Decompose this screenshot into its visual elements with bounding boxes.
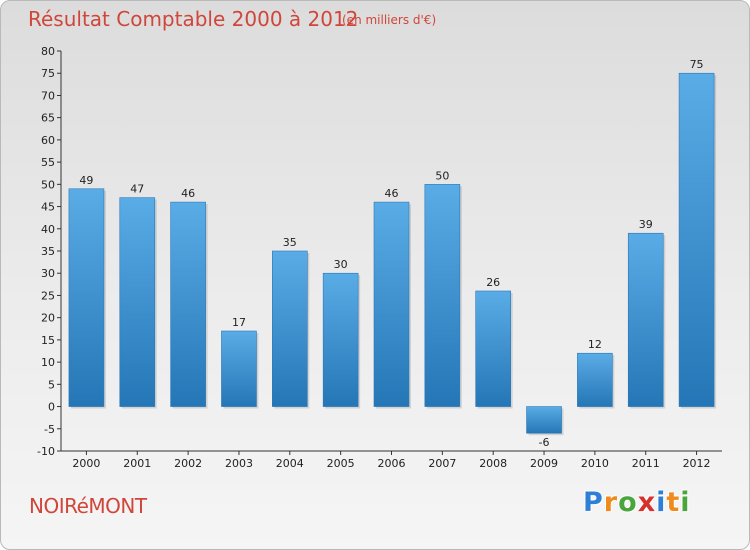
y-tick-label: 50 xyxy=(41,178,55,191)
x-tick-label: 2012 xyxy=(683,457,711,470)
bar-value-label: 47 xyxy=(130,183,144,196)
y-tick-label: 75 xyxy=(41,67,55,80)
bar-value-label: 49 xyxy=(79,174,93,187)
x-tick-label: 2011 xyxy=(632,457,660,470)
y-tick-label: 10 xyxy=(41,356,55,369)
bar-value-label: 26 xyxy=(486,276,500,289)
bar xyxy=(424,184,461,407)
bar-value-label: 46 xyxy=(181,187,195,200)
y-tick-label: 0 xyxy=(48,401,55,414)
x-tick-label: 2005 xyxy=(327,457,355,470)
bar xyxy=(475,290,511,407)
bar-value-label: 39 xyxy=(639,218,653,231)
bar-value-label: 50 xyxy=(435,169,449,182)
bar xyxy=(221,330,257,407)
y-tick-label: 5 xyxy=(48,378,55,391)
y-tick-label: 20 xyxy=(41,312,55,325)
proxiti-logo[interactable]: Proxiti xyxy=(583,487,691,518)
x-tick-label: 2000 xyxy=(72,457,100,470)
bar xyxy=(526,406,562,434)
bar xyxy=(272,250,308,407)
x-tick-label: 2010 xyxy=(581,457,609,470)
bar xyxy=(678,72,715,407)
bar-value-label: 75 xyxy=(690,58,704,71)
commune-name: NOIRéMONT xyxy=(29,494,147,518)
bar xyxy=(170,201,206,407)
y-tick-label: 80 xyxy=(41,45,55,58)
y-tick-label: 45 xyxy=(41,201,55,214)
bar-value-label: 12 xyxy=(588,338,602,351)
y-tick-label: 15 xyxy=(41,334,55,347)
logo-letter: P xyxy=(583,487,604,518)
x-tick-label: 2001 xyxy=(123,457,151,470)
x-tick-label: 2003 xyxy=(225,457,253,470)
y-tick-label: 55 xyxy=(41,156,55,169)
bar xyxy=(322,272,359,407)
x-tick-label: 2007 xyxy=(428,457,456,470)
bar-value-label: -6 xyxy=(539,436,550,449)
logo-letter: i xyxy=(680,487,691,518)
x-tick-label: 2008 xyxy=(479,457,507,470)
logo-letter: o xyxy=(618,487,638,518)
chart-title: Résultat Comptable 2000 à 2012 xyxy=(28,7,359,31)
bar-value-label: 46 xyxy=(385,187,399,200)
bar xyxy=(373,201,410,407)
bar-value-label: 30 xyxy=(334,258,348,271)
x-tick-label: 2002 xyxy=(174,457,202,470)
bar xyxy=(627,232,664,407)
y-tick-label: 30 xyxy=(41,267,55,280)
y-tick-label: 40 xyxy=(41,223,55,236)
bar xyxy=(119,197,156,407)
logo-letter: x xyxy=(637,487,657,518)
bar xyxy=(68,188,105,407)
x-tick-label: 2009 xyxy=(530,457,558,470)
y-tick-label: 60 xyxy=(41,134,55,147)
y-tick-label: 65 xyxy=(41,112,55,125)
y-tick-label: -10 xyxy=(37,445,55,458)
y-tick-label: 35 xyxy=(41,245,55,258)
y-tick-label: 25 xyxy=(41,289,55,302)
logo-letter: t xyxy=(666,487,681,518)
x-tick-label: 2006 xyxy=(378,457,406,470)
chart-subtitle: (en milliers d'€) xyxy=(342,13,437,27)
y-tick-label: -5 xyxy=(44,423,55,436)
logo-letter: i xyxy=(656,487,667,518)
bar xyxy=(577,352,613,407)
bar-value-label: 17 xyxy=(232,316,246,329)
y-tick-label: 70 xyxy=(41,89,55,102)
bar-value-label: 35 xyxy=(283,236,297,249)
logo-letter: r xyxy=(603,487,619,518)
x-tick-label: 2004 xyxy=(276,457,304,470)
